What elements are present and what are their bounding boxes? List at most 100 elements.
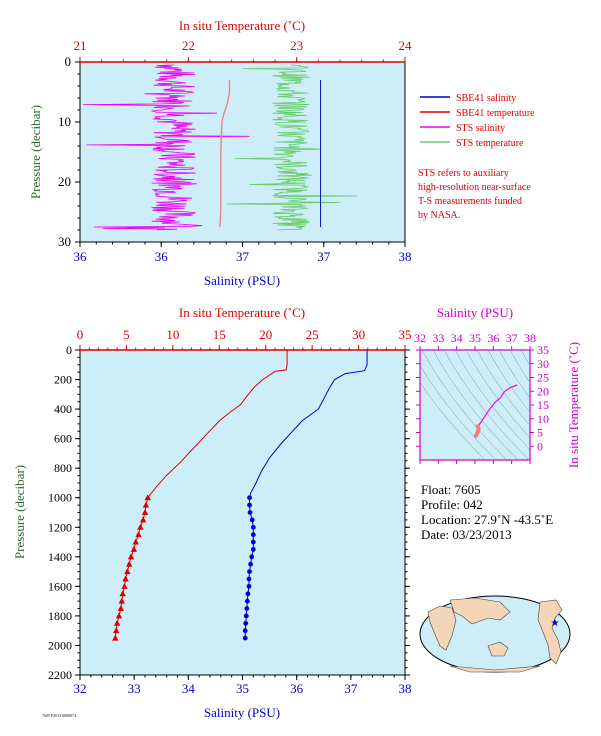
float-id: Float: 7605	[421, 482, 481, 497]
full-profile-temperature-tick-label: 30	[352, 327, 365, 342]
full-profile-salinity-tick-label: 34	[182, 681, 196, 696]
sbe41-temperature-line	[219, 80, 231, 228]
near-surface-pressure-tick-label: 30	[58, 234, 71, 249]
temperature-data-point	[117, 605, 125, 612]
near-surface-temperature-tick-label: 23	[290, 38, 303, 53]
full-profile-temperature-tick-label: 10	[166, 327, 179, 342]
ts-series	[473, 384, 518, 438]
legend: SBE41 salinity SBE41 temperature STS sal…	[418, 93, 535, 221]
ts-density-contour	[520, 350, 530, 367]
ts-salinity-tick-label: 32	[414, 331, 426, 345]
sts-temperature-line	[226, 64, 358, 231]
ts-temperature-tick-label: 10	[537, 412, 549, 426]
full-profile-pressure-tick-label: 2000	[48, 638, 72, 652]
temperature-data-point	[119, 590, 126, 597]
full-profile-pressure-tick-label: 1800	[48, 609, 72, 623]
full-profile-top-axis-title: In situ Temperature (˚C)	[179, 305, 305, 320]
ts-density-contour	[420, 365, 497, 460]
full-profile-temperature-tick-label: 35	[399, 327, 412, 342]
near-surface-temperature-tick-label: 22	[182, 38, 195, 53]
temperature-data-point	[112, 634, 119, 641]
map-asia	[449, 597, 511, 625]
ts-density-contour	[509, 350, 530, 384]
salinity-data-point	[248, 561, 254, 567]
float-location: Location: 27.9˚N -43.5˚E	[421, 512, 553, 527]
map-australia	[487, 641, 509, 657]
legend-label-sbe41-temperature: SBE41 temperature	[456, 108, 535, 119]
profile-number: Profile: 042	[421, 497, 483, 512]
salinity-data-point	[244, 606, 250, 611]
full-profile-temperature-tick-label: 5	[123, 327, 130, 342]
salinity-data-point	[250, 532, 256, 538]
salinity-data-point	[245, 591, 251, 597]
salinity-data-point	[247, 510, 253, 515]
legend-note-line-1: STS refers to auxiliary	[418, 168, 509, 179]
salinity-data-point	[249, 517, 255, 523]
near-surface-salinity-tick-label: 36	[155, 249, 169, 264]
map-antarctica	[449, 665, 541, 673]
full-profile-pressure-tick-label: 1200	[48, 520, 72, 534]
full-profile-plot-area	[79, 349, 406, 676]
near-surface-y-axis-title: Pressure (decibar)	[28, 105, 43, 199]
near-surface-pressure-tick-label: 0	[65, 54, 72, 69]
ts-density-contour	[432, 350, 519, 460]
salinity-data-point	[242, 628, 248, 634]
full-profile-pressure-tick-label: 200	[54, 373, 72, 387]
full-profile-temperature-tick-label: 20	[259, 327, 272, 342]
temperature-data-point	[139, 516, 147, 523]
ts-density-contour	[498, 350, 530, 399]
temperature-data-point	[124, 568, 131, 575]
temperature-data-point	[132, 538, 139, 545]
salinity-data-point	[247, 502, 252, 508]
footer-code: 7605 P2013 0000074	[42, 713, 76, 718]
near-surface-pressure-tick-label: 10	[58, 114, 71, 129]
temperature-data-point	[126, 560, 133, 567]
near-surface-pressure-tick-label: 20	[58, 174, 71, 189]
profile-date: Date: 03/23/2013	[421, 527, 512, 542]
float-position-marker-icon: ★	[551, 618, 560, 629]
ts-temperature-tick-label: 15	[537, 398, 549, 412]
ts-temperature-tick-label: 30	[537, 357, 549, 371]
near-surface-salinity-tick-label: 36	[74, 249, 88, 264]
legend-note-line-4: by NASA.	[418, 210, 460, 221]
temperature-data-point	[113, 619, 121, 626]
full-profile-pressure-tick-label: 1400	[48, 550, 72, 564]
ts-salinity-tick-label: 35	[469, 331, 481, 345]
salinity-data-point	[242, 635, 248, 641]
full-profile-pressure-tick-label: 1600	[48, 579, 72, 593]
salinity-data-point	[247, 569, 252, 574]
temperature-data-point	[141, 509, 149, 515]
full-profile-salinity-tick-label: 35	[236, 681, 249, 696]
map-americas	[537, 599, 563, 665]
temperature-data-point	[137, 523, 144, 530]
temperature-data-point	[142, 501, 150, 508]
near-surface-chart: 36 36 37 37 38 21 22 23 24 0 10 20 30 In situ Temper…	[28, 18, 412, 288]
legend-note-line-3: T-S measurements funded	[418, 196, 522, 207]
full-profile-salinity-tick-label: 36	[290, 681, 304, 696]
full-profile-pressure-tick-label: 1000	[48, 491, 72, 505]
ts-y-axis-title: In situ Temperature (˚C)	[566, 342, 581, 468]
ts-temperature-tick-label: 25	[537, 371, 549, 385]
full-profile-pressure-tick-label: 800	[54, 461, 72, 475]
temperature-data-point	[135, 531, 142, 538]
full-profile-temperature-tick-label: 25	[306, 327, 319, 342]
full-profile-pressure-tick-label: 0	[66, 343, 72, 357]
near-surface-plot-area	[79, 61, 406, 243]
near-surface-top-axis-title: In situ Temperature (˚C)	[179, 18, 305, 33]
ts-temperature-tick-label: 20	[537, 384, 549, 398]
legend-label-sts-temperature: STS temperature	[456, 138, 524, 149]
ts-salinity-tick-label: 38	[524, 331, 536, 345]
temperature-data-point	[121, 582, 128, 589]
ts-density-contour	[454, 350, 530, 451]
map-africa-europe	[427, 605, 457, 651]
salinity-data-point	[246, 583, 252, 589]
ts-density-contour	[443, 350, 530, 460]
full-profile-temperature-tick-label: 15	[213, 327, 226, 342]
ts-salinity-tick-label: 33	[432, 331, 444, 345]
full-profile-salinity-tick-label: 32	[74, 681, 87, 696]
legend-label-sts-salinity: STS salinity	[456, 123, 505, 134]
full-profile-salinity-tick-label: 33	[128, 681, 141, 696]
ts-top-axis-title: Salinity (PSU)	[437, 305, 513, 320]
